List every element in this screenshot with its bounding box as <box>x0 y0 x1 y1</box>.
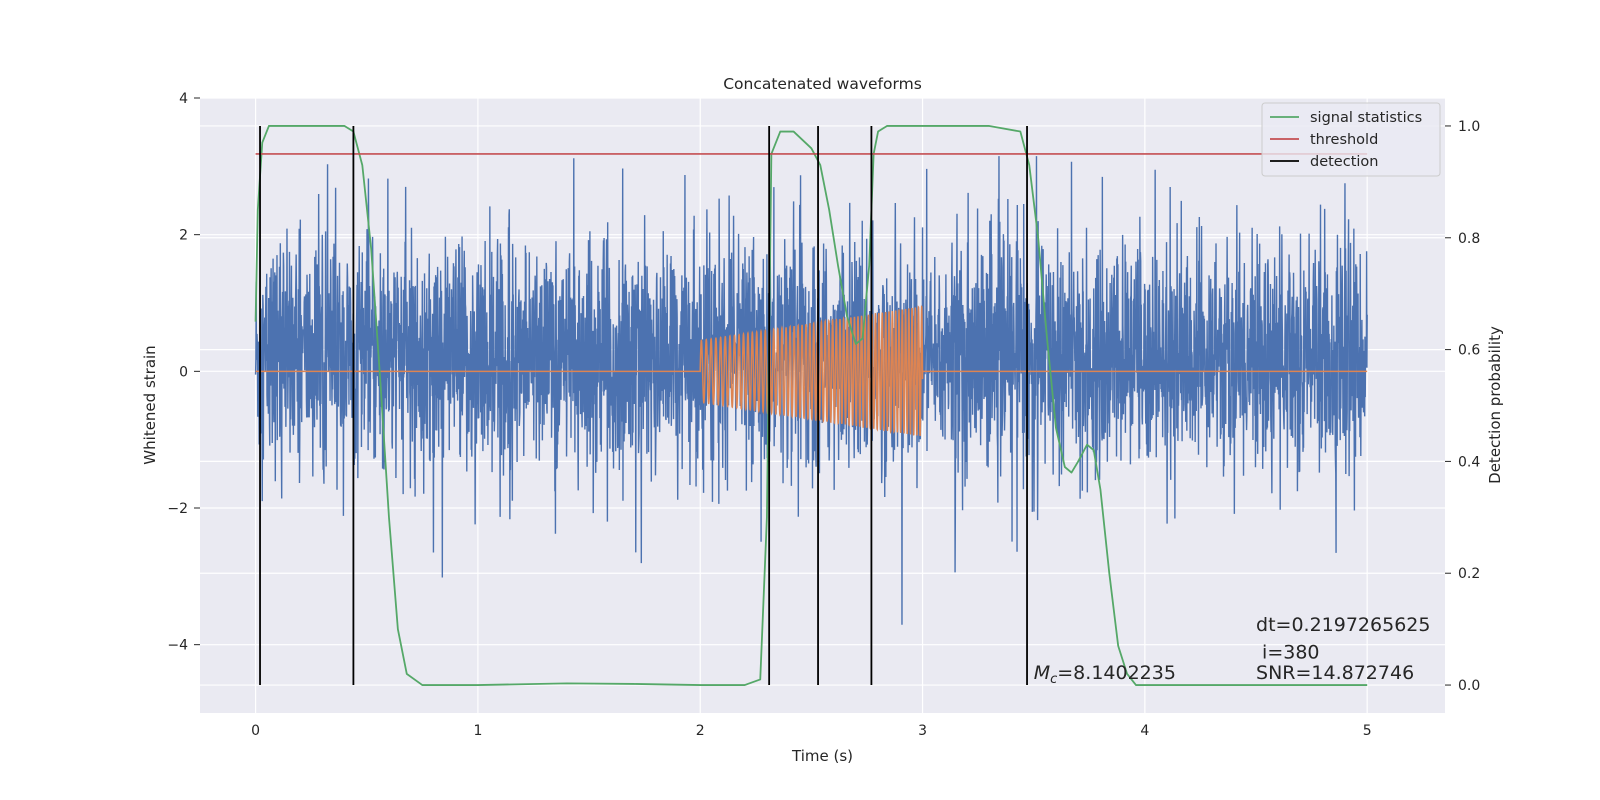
chart-title: Concatenated waveforms <box>723 75 922 93</box>
detection-series <box>259 125 1028 686</box>
y-axis-right-label: Detection probability <box>1486 326 1504 484</box>
chirp-mass-annotation: Mc=8.1402235 <box>1034 662 1176 687</box>
x-tick-label: 0 <box>251 723 260 739</box>
signal-statistics-line <box>254 125 1368 686</box>
x-tick-label: 4 <box>1140 723 1149 739</box>
y-axis-left-label: Whitened strain <box>141 345 159 464</box>
y-right-tick-label: 0.0 <box>1458 678 1480 694</box>
chirp-line <box>255 305 1368 436</box>
legend-box <box>1261 102 1441 177</box>
snr-annotation: SNR=14.872746 <box>1256 662 1414 684</box>
legend-label-threshold: threshold <box>1310 132 1378 148</box>
chirp-mass-subscript: c <box>1050 672 1057 687</box>
y-right-tick-label: 0.8 <box>1458 231 1480 247</box>
legend-label-detection: detection <box>1310 154 1378 170</box>
x-axis-label: Time (s) <box>791 747 853 765</box>
x-tick-label: 3 <box>918 723 927 739</box>
noise-series <box>254 156 1368 625</box>
y-left-tick-label: 2 <box>179 228 188 244</box>
y-right-tick-label: 0.4 <box>1458 454 1480 470</box>
annotations: Mc=8.1402235 dt=0.2197265625 i=380 SNR=1… <box>1034 614 1431 687</box>
y-left-tick-label: −4 <box>167 638 188 654</box>
index-annotation: i=380 <box>1256 641 1320 663</box>
x-tick-label: 5 <box>1363 723 1372 739</box>
y-right-tick-label: 1.0 <box>1458 119 1480 135</box>
dt-annotation: dt=0.2197265625 <box>1256 614 1430 636</box>
y-left-tick-label: 0 <box>179 364 188 380</box>
y-left-tick-label: 4 <box>179 91 188 107</box>
y-left-tick-label: −2 <box>167 501 188 517</box>
chirp-mass-symbol: M <box>1034 662 1050 684</box>
x-tick-label: 1 <box>473 723 482 739</box>
signal-statistics-series <box>254 125 1368 686</box>
x-tick-label: 2 <box>696 723 705 739</box>
y-right-tick-label: 0.2 <box>1458 566 1480 582</box>
y-right-tick-label: 0.6 <box>1458 343 1480 359</box>
chirp-series <box>255 305 1368 436</box>
legend: signal statistics threshold detection <box>1261 102 1441 177</box>
chirp-mass-value: =8.1402235 <box>1057 662 1176 684</box>
legend-label-signal-statistics: signal statistics <box>1310 110 1422 126</box>
ticks: 0 1 2 3 4 5 4 2 0 −2 −4 1.0 0.8 0.6 0.4 0.2 0.0 <box>167 91 1480 739</box>
noise-line <box>254 156 1368 625</box>
